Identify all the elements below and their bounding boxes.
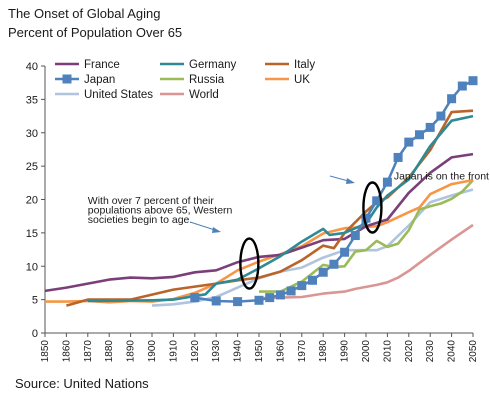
series-line-world <box>258 223 474 300</box>
x-tick-label: 1900 <box>147 340 158 363</box>
legend-marker-japan <box>62 74 72 84</box>
data-point-japan <box>297 281 307 291</box>
legend-label-uk: UK <box>294 74 310 86</box>
data-point-japan <box>265 293 275 303</box>
data-point-japan <box>275 290 285 300</box>
legend-label-germany: Germany <box>189 59 237 71</box>
series-line-germany <box>87 114 474 303</box>
chart-annotations: Japan is on the front line of aging. With… <box>88 170 490 233</box>
chart-subtitle: Percent of Population Over 65 <box>8 25 183 40</box>
chart-axes: 0 5 10 15 20 25 30 35 40 1850 1860 1870 1880 1890 1900… <box>26 61 479 362</box>
legend-label-russia: Russia <box>189 74 225 86</box>
data-point-japan <box>190 293 200 303</box>
data-point-japan <box>415 130 424 140</box>
data-point-japan <box>350 231 360 241</box>
data-point-japan <box>308 275 317 285</box>
data-point-japan <box>447 94 457 104</box>
data-point-japan <box>382 177 392 187</box>
chart-source: Source: United Nations <box>15 376 149 391</box>
series-line-france <box>44 152 474 293</box>
chart-title-block: The Onset of Global Aging Percent of Pop… <box>8 4 182 42</box>
chart-legend: France Germany Italy Japan Russia UK United St… <box>55 59 315 101</box>
y-tick-label: 25 <box>26 161 38 173</box>
data-point-japan <box>372 196 382 206</box>
series-line-russia <box>259 179 474 293</box>
annotation-arrowhead <box>346 178 355 184</box>
data-point-japan <box>361 213 371 223</box>
highlight-ellipse <box>239 237 260 290</box>
legend-label-italy: Italy <box>294 59 315 71</box>
annotation-text: populations above 65, Western <box>88 205 233 217</box>
x-tick-label: 2020 <box>404 340 415 363</box>
x-tick-label: 1990 <box>340 340 351 363</box>
y-tick-label: 30 <box>26 128 38 140</box>
x-tick-label: 1910 <box>168 340 179 363</box>
data-point-japan <box>340 247 350 257</box>
data-point-japan <box>436 111 446 121</box>
y-tick-label: 35 <box>26 94 38 106</box>
data-point-japan <box>393 152 403 162</box>
x-tick-label: 1970 <box>297 340 308 363</box>
x-tick-label: 1850 <box>40 340 51 363</box>
annotation-text: With over 7 percent of their <box>88 195 215 207</box>
data-point-japan <box>329 259 339 269</box>
annotation-text: societies begin to age. <box>88 214 193 226</box>
x-tick-label: 2000 <box>361 340 372 363</box>
chart-title: The Onset of Global Aging <box>8 6 161 21</box>
annotation-arrowhead <box>212 227 221 233</box>
data-point-japan <box>211 296 221 306</box>
x-tick-label: 1880 <box>104 340 115 363</box>
legend-label-world: World <box>189 89 219 101</box>
y-tick-label: 5 <box>32 295 38 307</box>
data-point-japan <box>318 267 328 277</box>
annotation-text: Japan is on the front line of aging. <box>394 170 490 182</box>
legend-label-japan: Japan <box>84 74 115 86</box>
x-tick-label: 1920 <box>190 340 201 363</box>
x-tick-label: 1960 <box>275 340 286 363</box>
x-tick-label: 1980 <box>318 340 329 363</box>
highlight-ellipse <box>362 181 383 234</box>
x-tick-label: 1940 <box>233 340 244 363</box>
data-point-japan <box>425 122 435 132</box>
y-tick-label: 15 <box>26 228 38 240</box>
x-tick-label: 2030 <box>425 340 436 363</box>
x-tick-label: 2040 <box>447 340 458 363</box>
x-tick-label: 1950 <box>254 340 265 363</box>
y-tick-label: 20 <box>26 195 38 207</box>
data-point-japan <box>404 137 414 147</box>
data-point-japan <box>468 76 478 86</box>
data-point-japan <box>254 295 264 305</box>
legend-label-united-states: United States <box>84 89 153 101</box>
x-tick-label: 2010 <box>382 340 393 363</box>
y-tick-label: 10 <box>26 261 38 273</box>
x-tick-label: 1890 <box>126 340 137 363</box>
data-point-japan <box>286 286 296 296</box>
y-tick-label: 40 <box>26 61 38 73</box>
chart-series <box>44 76 478 307</box>
y-tick-label: 0 <box>32 328 38 340</box>
x-tick-label: 1860 <box>61 340 72 363</box>
legend-label-france: France <box>84 59 120 71</box>
data-point-japan <box>233 297 243 307</box>
x-tick-label: 1930 <box>211 340 222 363</box>
x-tick-label: 2050 <box>468 340 479 363</box>
data-point-japan <box>457 81 467 91</box>
x-tick-label: 1870 <box>83 340 94 363</box>
